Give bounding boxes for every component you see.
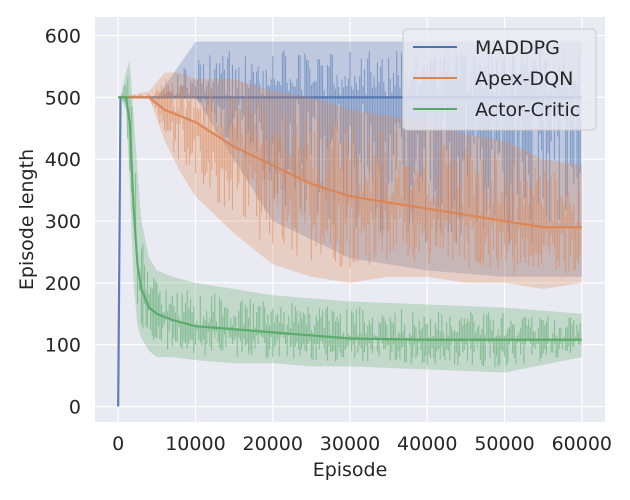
y-tick-label: 200 [45, 273, 81, 295]
band-actor-critic [118, 60, 582, 373]
x-axis: 0 10000 20000 30000 40000 50000 60000 [112, 433, 612, 455]
y-axis: 0 100 200 300 400 500 600 [45, 26, 81, 419]
series-variance-actor-critic [121, 77, 581, 368]
x-tick-label: 0 [112, 433, 124, 455]
legend-label-apex-dqn: Apex-DQN [475, 68, 573, 90]
y-tick-label: 600 [45, 26, 81, 48]
y-tick-label: 400 [45, 149, 81, 171]
series-layer [117, 41, 582, 407]
legend-label-maddpg: MADDPG [475, 37, 560, 59]
y-axis-label: Episode length [16, 149, 38, 290]
x-tick-label: 10000 [165, 433, 225, 455]
x-tick-label: 40000 [397, 433, 457, 455]
x-tick-label: 60000 [552, 433, 612, 455]
x-tick-label: 50000 [474, 433, 534, 455]
x-axis-label: Episode [313, 459, 388, 481]
x-tick-label: 30000 [320, 433, 380, 455]
legend: MADDPG Apex-DQN Actor-Critic [402, 28, 597, 131]
y-tick-label: 300 [45, 211, 81, 233]
x-tick-label: 20000 [243, 433, 303, 455]
y-tick-label: 500 [45, 87, 81, 109]
y-tick-label: 100 [45, 335, 81, 357]
legend-label-actor-critic: Actor-Critic [475, 99, 580, 121]
legend-box [402, 28, 597, 131]
y-tick-label: 0 [69, 397, 81, 419]
